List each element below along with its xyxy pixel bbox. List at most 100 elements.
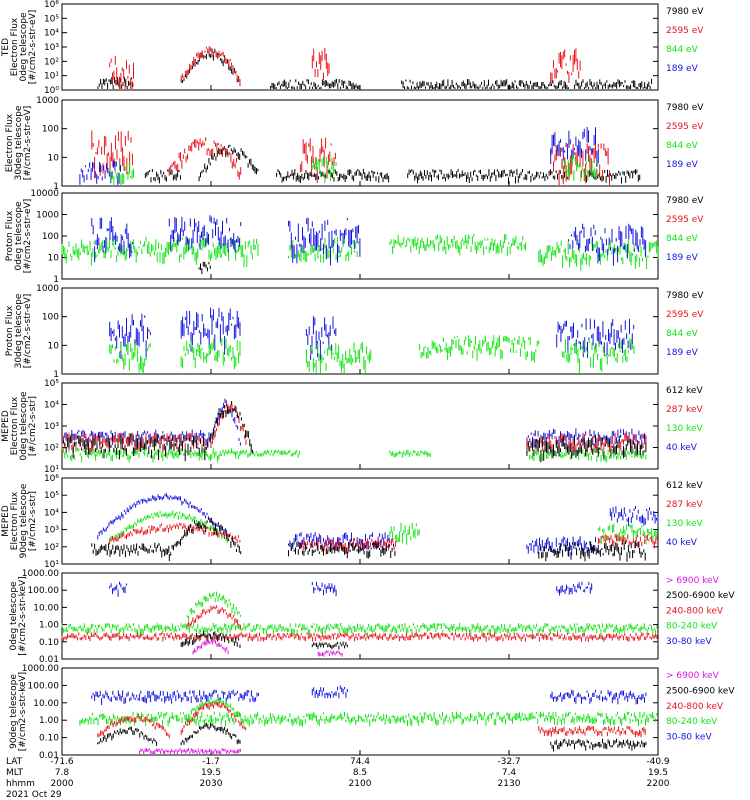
panel-1-legend-4: 189 eV <box>666 64 699 74</box>
panel-2-ylabel-line-1: Electron Flux <box>5 113 15 172</box>
x-tick-mlt-4: 19.5 <box>648 768 668 778</box>
x-tick-lat-3: -32.7 <box>497 757 520 767</box>
panel-6-ytick-label-2: 10³ <box>44 526 59 536</box>
panel-7-ytick-label-1: 0.10 <box>39 638 59 648</box>
panel-5-legend-1: 612 keV <box>666 386 703 396</box>
panel-7-series-80-240 <box>61 591 658 636</box>
panel-2-ylabel-line-3: [#/cm2-s-str-eV] <box>23 106 33 181</box>
panel-5-series-287 <box>61 401 647 454</box>
panel-1-ytick-label-1: 10¹ <box>44 72 59 82</box>
panel-5-series-612 <box>61 401 647 463</box>
panel-3-legend-3: 844 eV <box>666 234 699 244</box>
panel-8-ytick-label-0: 0.01 <box>39 751 59 761</box>
panel-4-legend-4: 189 eV <box>666 348 699 358</box>
panel-7-ytick-label-2: 1.00 <box>39 621 59 631</box>
panel-4-legend-2: 2595 eV <box>666 310 704 320</box>
x-tick-lat-2: 74.4 <box>350 757 370 767</box>
panel-6-series-287 <box>109 522 658 554</box>
panel-5-ytick-label-4: 10⁵ <box>44 379 59 389</box>
x-tick-mlt-3: 7.4 <box>502 768 517 778</box>
panel-7-legend-3: 240-800 keV <box>666 606 724 616</box>
x-tick-time-1: 2030 <box>200 779 223 789</box>
panel-2-ytick-label-0: 1 <box>53 182 59 192</box>
panel-4-ytick-label-3: 1000 <box>36 284 59 294</box>
x-tick-time-3: 2130 <box>498 779 521 789</box>
panel-8-series-30-80 <box>91 685 647 705</box>
x-row-label-lat: LAT <box>6 757 23 767</box>
panel-6-ytick-label-0: 10¹ <box>44 560 59 570</box>
panel-8-legend-5: 30-80 keV <box>666 733 712 743</box>
panel-4-ytick-label-1: 10 <box>48 341 60 351</box>
panel-1-legend-1: 7980 eV <box>666 7 704 17</box>
panel-8-ytick-label-1: 0.10 <box>39 734 59 744</box>
panel-4-ytick-label-0: 1 <box>53 370 59 380</box>
panel-7-legend-2: 2500-6900 keV <box>666 591 735 601</box>
panel-1-legend-3: 844 eV <box>666 45 699 55</box>
panel-6-legend-1: 612 keV <box>666 481 703 491</box>
panel-2-legend-1: 7980 eV <box>666 103 704 113</box>
panel-5-series-40 <box>61 398 647 450</box>
panel-2-ytick-label-2: 100 <box>42 125 59 135</box>
panel-2-legend-2: 2595 eV <box>666 122 704 132</box>
panel-4-ylabel-line-1: Proton Flux <box>5 305 15 356</box>
panel-1-legend-2: 2595 eV <box>666 26 704 36</box>
panel-4-ylabel-line-2: 30deg telescope <box>14 293 24 368</box>
panel-8-ytick-label-5: 1000.00 <box>22 664 59 674</box>
panel-5-legend-2: 287 keV <box>666 405 703 415</box>
panel-6-ylabel-line-2: Electron Flux <box>10 491 20 550</box>
x-tick-mlt-1: 19.5 <box>201 768 221 778</box>
panel-1-series-2595 <box>109 46 581 89</box>
panel-2-ylabel-line-2: 30deg telescope <box>14 105 24 180</box>
panel-7-ytick-label-4: 100.00 <box>28 586 60 596</box>
panel-4-ylabel-line-3: [#/cm2-s-str-eV] <box>23 294 33 369</box>
panel-3-ylabel-line-2: 0deg telescope <box>14 201 24 271</box>
panel-5-ylabel-line-1: MEPED <box>1 410 11 442</box>
panel-7-legend-4: 80-240 keV <box>666 622 718 632</box>
x-row-label-mlt: MLT <box>6 768 24 778</box>
panel-8-legend-3: 240-800 keV <box>666 702 724 712</box>
panel-8-series-240-800 <box>97 701 646 739</box>
x-date-label: 2021 Oct 29 <box>6 790 62 800</box>
panel-7-ylabel-line-1: 0deg telescope <box>9 581 19 651</box>
panel-3-ytick-label-1: 10 <box>48 254 60 264</box>
panel-3-series-189 <box>91 215 647 266</box>
panel-1-ytick-label-3: 10³ <box>44 43 59 53</box>
panel-7-ylabel-line-2: [#/cm2-s-str-keV] <box>18 576 28 655</box>
panel-3-series-7980 <box>198 261 211 274</box>
panel-5-series-130 <box>61 447 647 463</box>
panel-frame-7 <box>61 572 659 660</box>
panel-8-ytick-label-4: 100.00 <box>28 681 60 691</box>
panel-7-ytick-label-0: 0.01 <box>39 655 59 665</box>
panel-6-ylabel-line-3: 90deg telescope <box>19 483 29 558</box>
x-tick-lat-0: -71.6 <box>50 757 74 767</box>
panel-8-series-6900 <box>139 748 241 754</box>
panel-3-ytick-label-4: 10000 <box>30 189 59 199</box>
panel-2-ytick-label-3: 1000 <box>36 96 59 106</box>
panel-3-ylabel-line-1: Proton Flux <box>5 210 15 261</box>
panel-7-ytick-label-3: 10.00 <box>33 603 59 613</box>
panel-5-legend-3: 130 keV <box>666 424 703 434</box>
panel-3-ytick-label-2: 100 <box>42 232 59 242</box>
panel-6-ytick-label-1: 10² <box>44 543 59 553</box>
panel-6-ylabel-line-4: [#/cm2-s-str] <box>28 491 38 551</box>
panel-2-series-844 <box>109 156 599 185</box>
panel-3-ytick-label-3: 1000 <box>36 211 59 221</box>
panel-8-series-2500-6900 <box>97 722 647 752</box>
panel-5-ytick-label-0: 10¹ <box>44 465 59 475</box>
panel-3-legend-4: 189 eV <box>666 253 699 263</box>
panel-8-ytick-label-3: 10.00 <box>33 699 59 709</box>
x-tick-time-4: 2200 <box>647 779 670 789</box>
panel-3-legend-1: 7980 eV <box>666 196 704 206</box>
panel-8-ytick-label-2: 1.00 <box>39 716 59 726</box>
x-tick-mlt-0: 7.8 <box>55 768 70 778</box>
panel-2-legend-3: 844 eV <box>666 141 699 151</box>
panel-4-legend-3: 844 eV <box>666 329 699 339</box>
panel-1-ytick-label-5: 10⁵ <box>44 14 59 24</box>
panel-1-ytick-label-2: 10² <box>44 57 59 67</box>
x-tick-mlt-2: 8.5 <box>353 768 367 778</box>
panel-4-legend-1: 7980 eV <box>666 291 704 301</box>
panel-8-ylabel-line-1: 90deg telescope <box>9 674 19 749</box>
panel-8-legend-4: 80-240 keV <box>666 717 718 727</box>
panel-4-series-844 <box>109 335 635 373</box>
